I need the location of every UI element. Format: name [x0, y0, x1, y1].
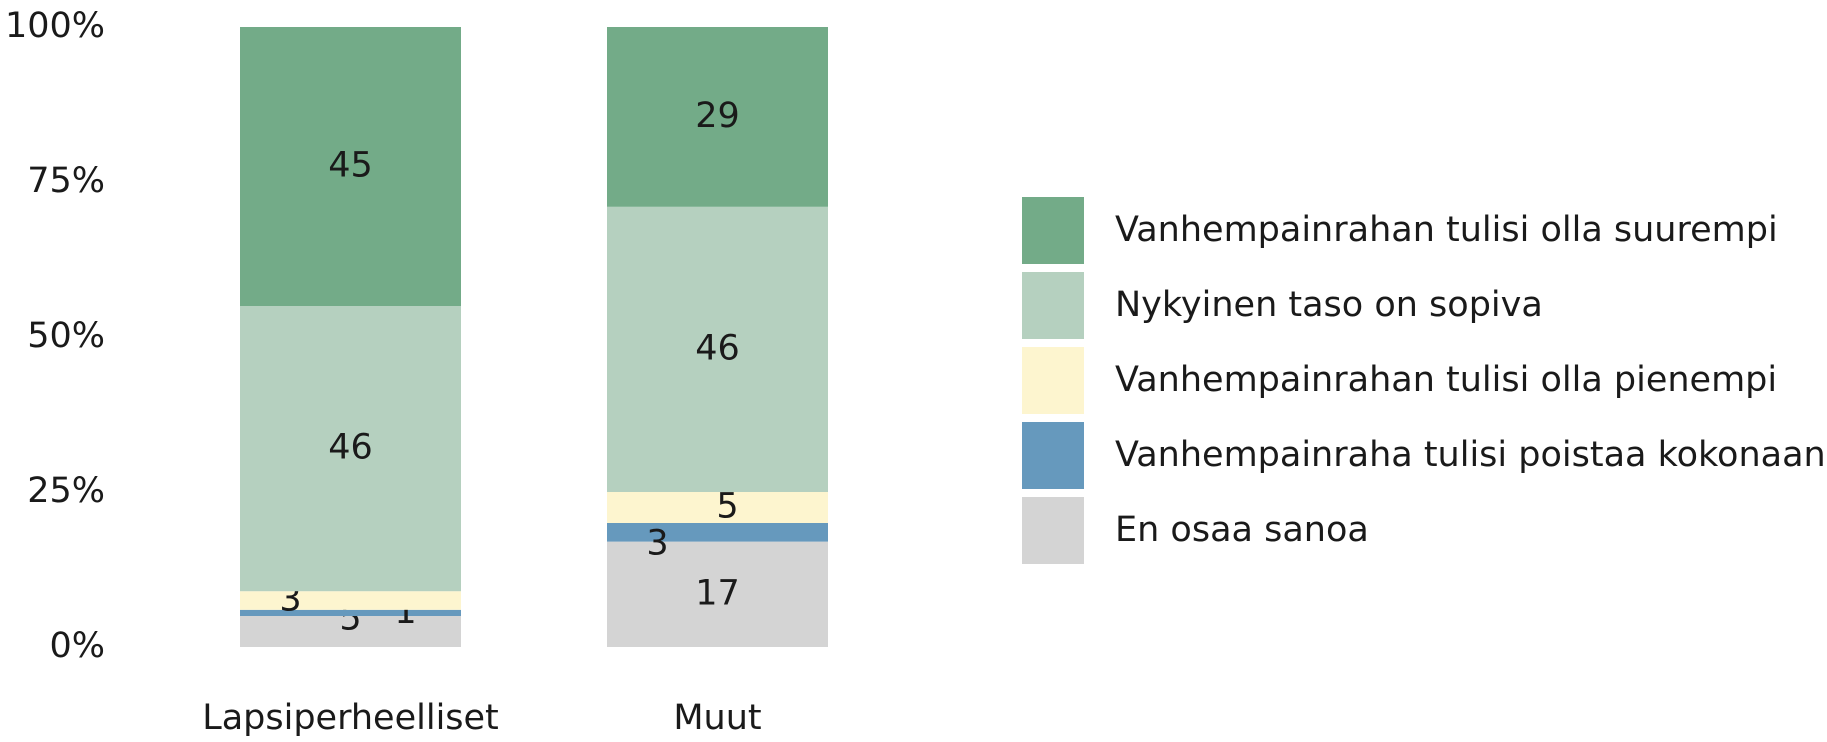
legend-swatch [1022, 422, 1084, 489]
data-label: 17 [695, 573, 740, 613]
bar-segment [240, 616, 461, 647]
legend-swatch [1022, 347, 1084, 414]
data-label: 46 [328, 428, 373, 468]
bar-segment [240, 27, 461, 306]
legend-label: Vanhempainrahan tulisi olla pienempi [1115, 360, 1777, 400]
bar-segment [240, 306, 461, 592]
data-label: 46 [695, 328, 740, 368]
legend-label: Nykyinen taso on sopiva [1115, 285, 1543, 325]
bar-segment [607, 206, 828, 493]
y-tick-label: 100% [5, 6, 105, 46]
x-tick-label: Muut [673, 698, 761, 738]
legend-swatch [1022, 197, 1084, 264]
legend-label: Vanhempainrahan tulisi olla suurempi [1115, 210, 1778, 250]
y-tick-label: 50% [27, 316, 105, 356]
y-tick-label: 0% [49, 626, 105, 666]
data-label: 45 [328, 146, 373, 186]
bar-segment [240, 591, 461, 610]
legend-swatch [1022, 272, 1084, 339]
y-tick-label: 75% [27, 161, 105, 201]
legend-label: En osaa sanoa [1115, 510, 1369, 550]
data-label: 3 [646, 523, 668, 563]
legend-swatch [1022, 497, 1084, 564]
legend-label: Vanhempainraha tulisi poistaa kokonaan [1115, 435, 1826, 475]
bar-segment [607, 492, 828, 523]
bar-segment [607, 541, 828, 647]
data-label: 5 [716, 487, 738, 527]
bar-segment [607, 27, 828, 207]
bar-segment [607, 523, 828, 542]
data-label: 29 [695, 96, 740, 136]
x-tick-label: Lapsiperheelliset [202, 698, 499, 738]
bar-segment [240, 609, 461, 616]
y-tick-label: 25% [27, 471, 105, 511]
